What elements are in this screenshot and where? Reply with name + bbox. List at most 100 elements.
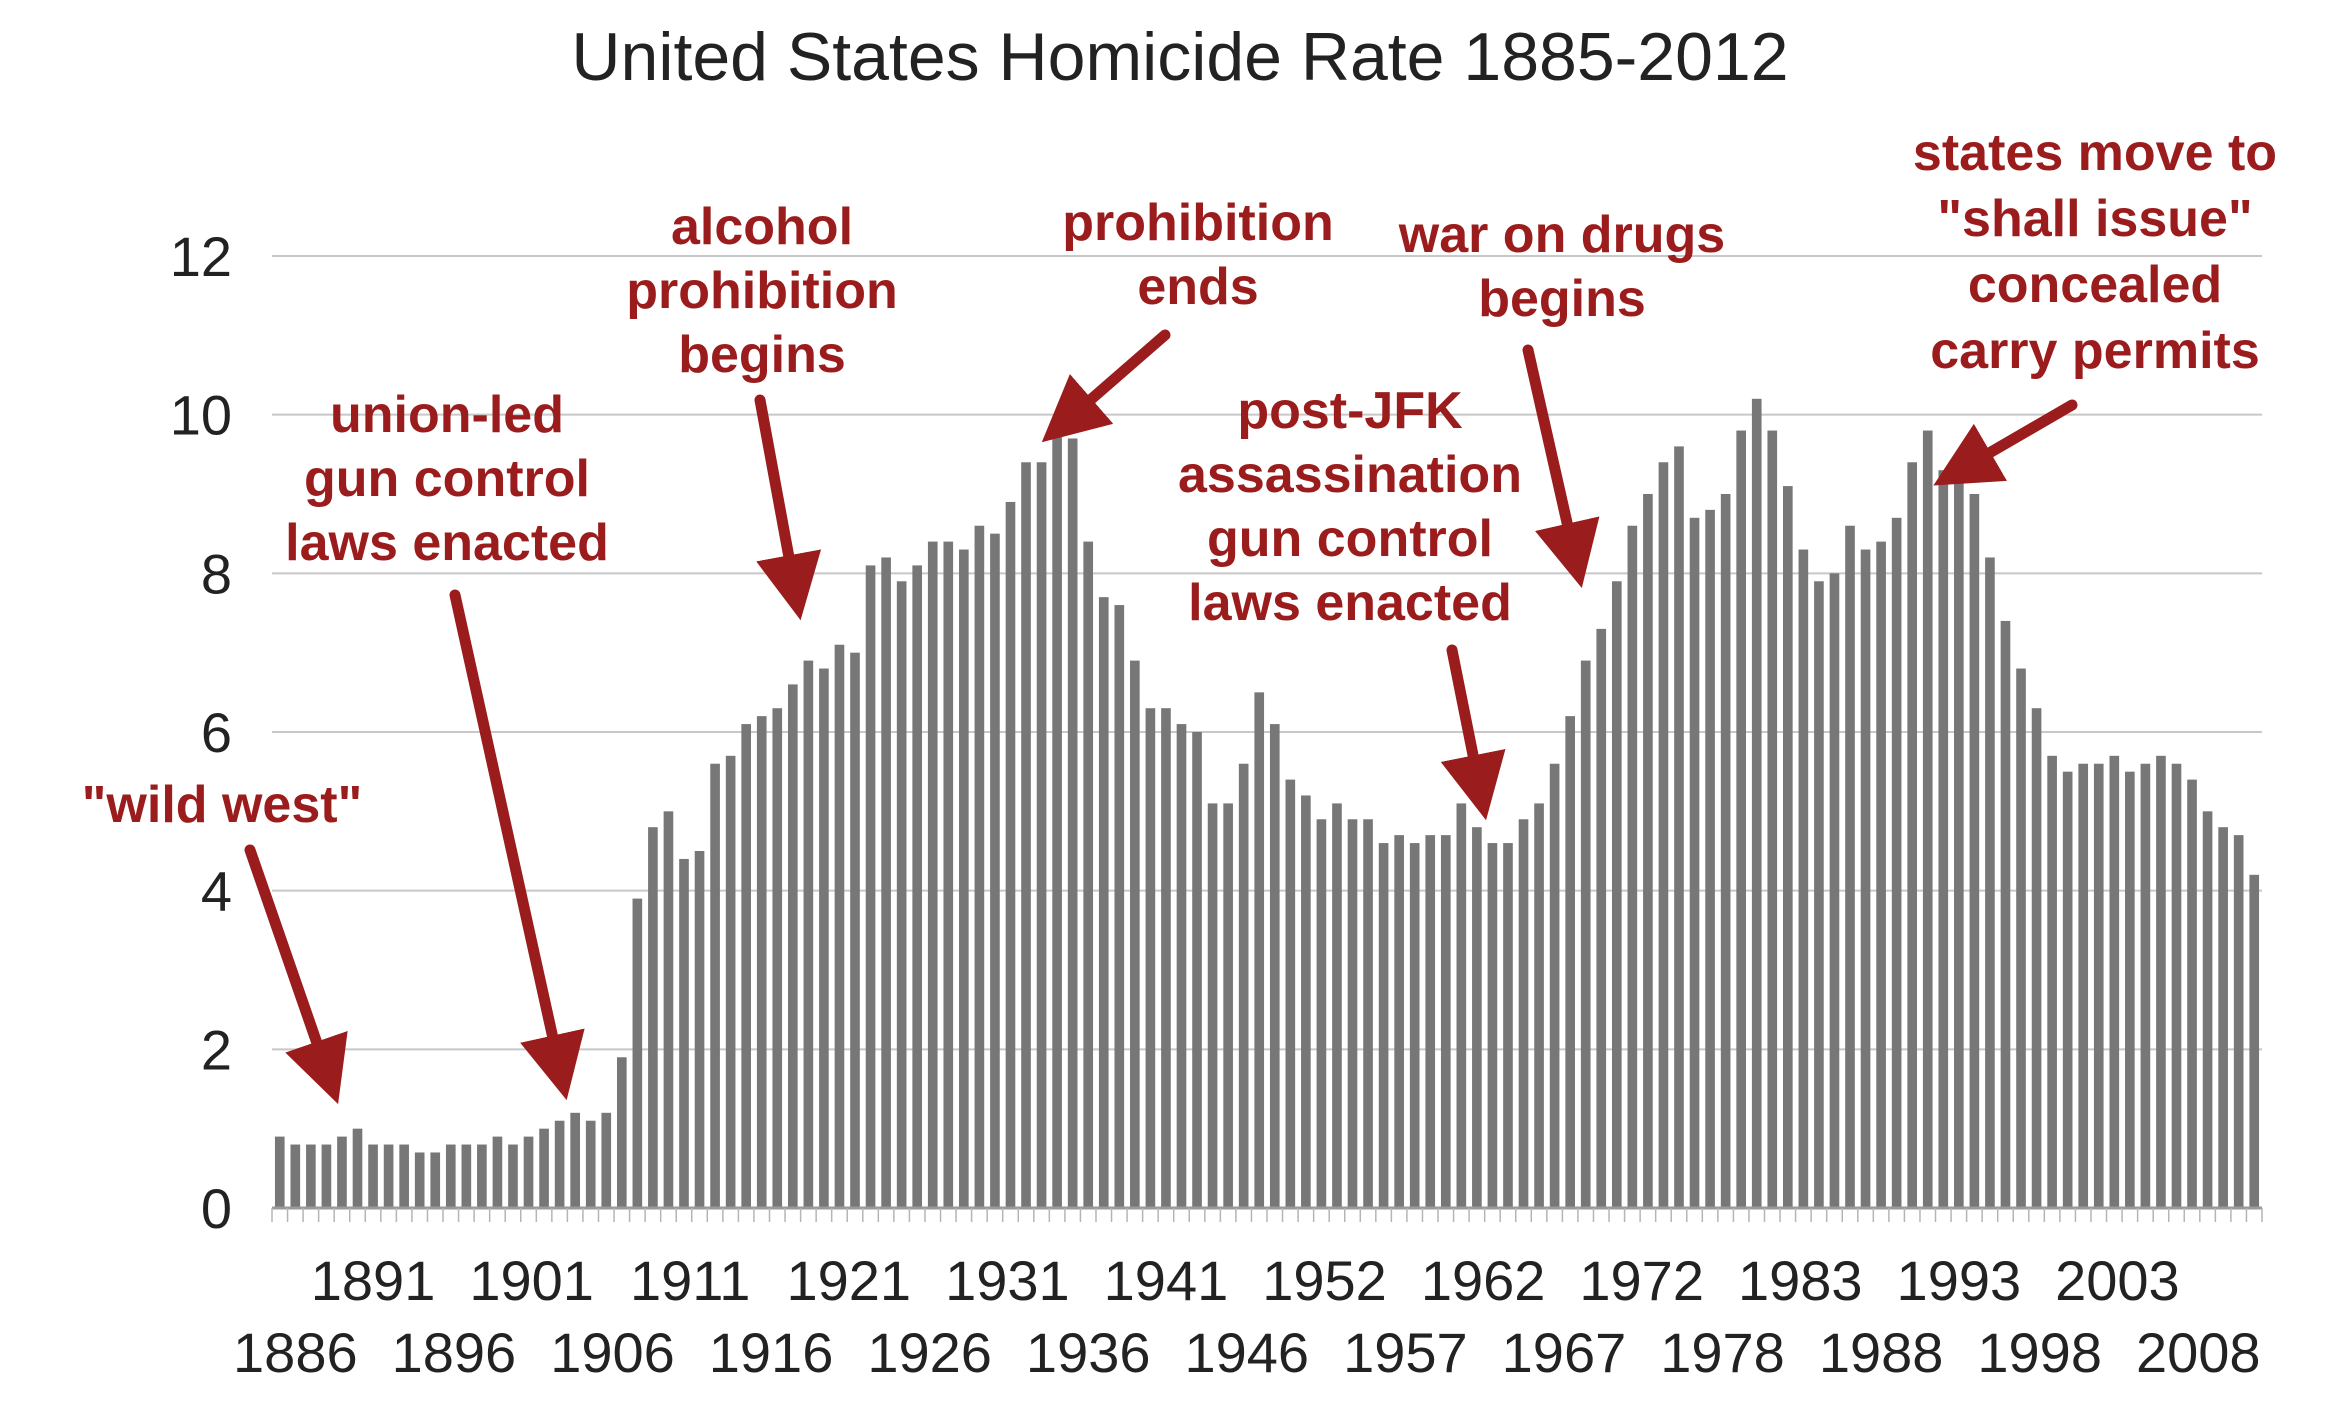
chart-title: United States Homicide Rate 1885-2012 — [571, 19, 1788, 95]
y-tick-label: 6 — [201, 701, 232, 764]
y-tick-label: 8 — [201, 542, 232, 605]
x-tick-label-lower: 1926 — [867, 1321, 992, 1384]
bar — [1161, 708, 1171, 1208]
annotation-arrow — [1440, 644, 1506, 821]
x-tick-label-upper: 1941 — [1104, 1249, 1229, 1312]
bar — [430, 1152, 441, 1208]
bar — [1036, 462, 1047, 1208]
bar — [306, 1144, 316, 1208]
bar — [1534, 803, 1544, 1208]
x-tick-label-lower: 1896 — [392, 1321, 517, 1384]
annotation-line: "wild west" — [82, 776, 362, 834]
bar — [850, 652, 860, 1208]
annotation-union-led: union-led gun control laws enacted — [285, 386, 609, 572]
bar — [2093, 763, 2104, 1208]
bar — [570, 1112, 580, 1208]
bar — [2109, 755, 2120, 1208]
x-tick-label-lower: 1886 — [233, 1321, 358, 1384]
bar — [1347, 819, 1358, 1208]
annotation-line: carry permits — [1930, 322, 2260, 380]
bar — [2047, 755, 2057, 1208]
bar — [399, 1144, 409, 1208]
bar — [2202, 811, 2213, 1208]
bar — [1814, 581, 1824, 1208]
bar — [1363, 819, 1373, 1208]
y-tick-label: 4 — [201, 860, 232, 923]
annotation-line: assassination — [1178, 446, 1522, 504]
y-tick-label: 2 — [201, 1018, 232, 1081]
bar — [912, 565, 923, 1208]
bar — [710, 763, 720, 1208]
annotation-line: post-JFK — [1237, 382, 1463, 440]
bar — [1409, 843, 1420, 1208]
bar — [1689, 517, 1700, 1208]
annotation-line: laws enacted — [285, 514, 609, 572]
bar — [725, 755, 736, 1208]
bar — [2062, 771, 2073, 1208]
bar — [1596, 628, 1607, 1208]
x-tick-label-lower: 1998 — [1977, 1321, 2102, 1384]
bar — [1472, 827, 1482, 1208]
x-tick-label-upper: 1931 — [945, 1249, 1070, 1312]
annotation-prohibition-ends: prohibition ends — [1062, 194, 1333, 316]
bar — [2156, 755, 2166, 1208]
annotation-wild-west: "wild west" — [82, 776, 362, 834]
annotation-line: union-led — [330, 386, 564, 444]
bar — [1440, 835, 1451, 1208]
bar — [1611, 581, 1622, 1208]
y-axis-tick-labels: 0 2 4 6 8 10 12 — [170, 225, 232, 1240]
bar — [803, 660, 814, 1208]
bar — [943, 541, 954, 1208]
x-tick-label-lower: 1967 — [1502, 1321, 1627, 1384]
bar — [1783, 486, 1793, 1209]
bar — [337, 1136, 347, 1208]
bar — [2233, 835, 2244, 1208]
bar — [2016, 668, 2026, 1208]
bar — [477, 1144, 487, 1208]
bar — [896, 581, 907, 1208]
x-tick-label-upper: 1901 — [469, 1249, 594, 1312]
annotation-line: war on drugs — [1398, 206, 1725, 264]
bar — [974, 525, 985, 1208]
bar — [1674, 446, 1684, 1208]
bar — [290, 1144, 301, 1208]
bar — [2031, 708, 2042, 1208]
bar — [523, 1136, 534, 1208]
bar — [1378, 843, 1389, 1208]
bar — [1705, 509, 1715, 1208]
bar — [819, 668, 829, 1208]
bar — [1394, 835, 1404, 1208]
bar — [1938, 470, 1949, 1208]
annotation-arrow — [449, 589, 585, 1101]
bar — [772, 708, 783, 1208]
bar — [648, 827, 658, 1208]
bar — [492, 1136, 503, 1208]
bar — [2125, 771, 2135, 1208]
bar — [1518, 819, 1529, 1208]
annotation-line: gun control — [304, 450, 590, 508]
bar — [1860, 549, 1871, 1208]
bar — [616, 1057, 627, 1208]
x-tick-label-upper: 2003 — [2055, 1249, 2180, 1312]
bar — [1658, 462, 1669, 1208]
bar — [1643, 494, 1653, 1208]
bar — [321, 1144, 332, 1208]
annotation-line: begins — [678, 326, 846, 384]
bar — [1098, 597, 1109, 1208]
bar — [1549, 763, 1560, 1208]
bar — [601, 1112, 612, 1208]
bar — [1829, 573, 1840, 1208]
x-tick-label-lower: 1978 — [1660, 1321, 1785, 1384]
annotation-arrow — [1522, 344, 1600, 589]
x-tick-label-lower: 2008 — [2136, 1321, 2261, 1384]
x-tick-label-lower: 1906 — [550, 1321, 675, 1384]
bar — [1145, 708, 1156, 1208]
bar — [741, 724, 751, 1208]
bar — [1254, 692, 1265, 1208]
y-tick-label: 10 — [170, 384, 232, 447]
annotation-line: states move to — [1913, 124, 2277, 182]
bar — [461, 1144, 472, 1208]
annotation-arrow — [244, 844, 348, 1105]
bar — [1907, 462, 1918, 1208]
annotations: "wild west" union-led gun control laws enac… — [82, 124, 2277, 834]
